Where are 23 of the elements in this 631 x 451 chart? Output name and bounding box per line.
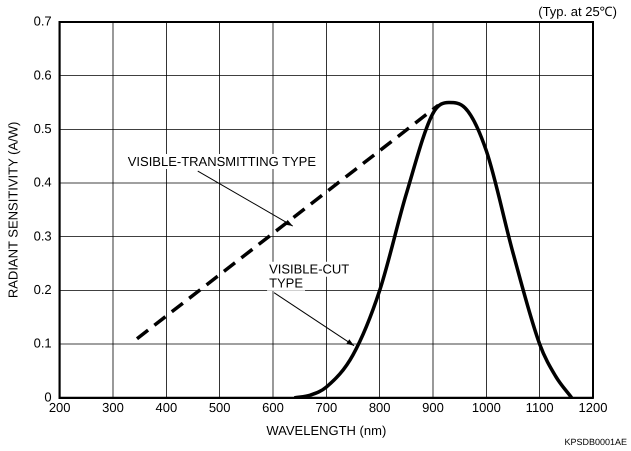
chart-subtitle: (Typ. at 25℃): [538, 3, 617, 20]
y-tick-label: 0.4: [34, 174, 52, 190]
annotation: VISIBLE-CUT TYPE: [269, 262, 350, 291]
y-tick-label: 0.2: [34, 282, 52, 298]
x-tick-label: 900: [422, 400, 444, 416]
text: KPSDB0001AE: [564, 437, 627, 447]
y-tick-label: 0.5: [34, 120, 52, 136]
x-tick-label: 1100: [526, 400, 554, 416]
x-tick-label: 500: [208, 400, 231, 416]
x-tick-label: 800: [368, 400, 391, 416]
y-tick-label: 0.3: [34, 228, 52, 244]
y-tick-label: 0.6: [34, 67, 52, 82]
x-tick-label: 700: [315, 400, 338, 416]
x-axis-title: WAVELENGTH (nm): [266, 422, 386, 438]
y-tick-label: 0.1: [34, 336, 52, 351]
x-tick-label: 300: [102, 400, 124, 416]
x-tick-label: 1000: [472, 400, 501, 416]
x-tick-label: 1200: [578, 400, 608, 416]
y-axis-title: RADIANT SENSITIVITY (A/W): [5, 122, 20, 298]
x-tick-label: 600: [262, 400, 284, 416]
x-tick-label: 400: [155, 400, 178, 416]
annotation: VISIBLE-TRANSMITTING TYPE: [128, 154, 316, 170]
y-tick-label: 0.7: [34, 14, 52, 29]
